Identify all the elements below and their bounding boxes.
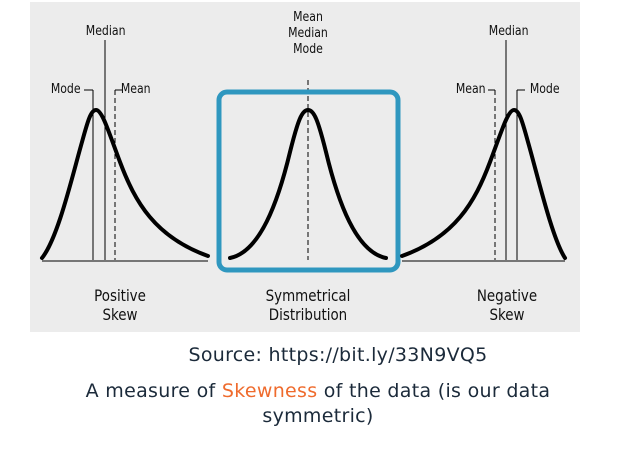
positive-median-label: Median (85, 24, 126, 39)
symmetrical-median-label: Median (288, 25, 328, 41)
symmetrical-highlight-box (216, 89, 401, 273)
positive-skew-caption: Positive Skew (86, 286, 153, 324)
symmetrical-caption-line2: Distribution (268, 305, 348, 325)
negative-mode-label: Mode (529, 82, 560, 97)
description-suffix: of the data (is our data symmetric) (262, 380, 551, 427)
negative-skew-curve (400, 107, 567, 260)
skewness-highlight: Skewness (221, 380, 318, 402)
symmetrical-mode-label: Mode (293, 41, 323, 57)
positive-caption-line2: Skew (102, 305, 138, 325)
positive-mode-label: Mode (50, 82, 81, 97)
description-prefix: A measure of (85, 380, 222, 402)
symmetrical-caption-line1: Symmetrical (265, 286, 351, 305)
negative-caption-line2: Skew (489, 305, 525, 325)
skewness-description: A measure of Skewness of the data (is ou… (48, 379, 588, 428)
positive-skew-curve (40, 107, 210, 260)
symmetrical-mean-label: Mean (293, 10, 323, 25)
positive-caption-line1: Positive (94, 286, 146, 305)
source-text: Source: https://bit.ly/33N9VQ5 (188, 344, 488, 366)
negative-skew-caption: Negative Skew (469, 286, 545, 324)
negative-caption-line1: Negative (476, 286, 538, 305)
distribution-curves-svg (40, 40, 567, 273)
positive-mean-label: Mean (120, 82, 151, 97)
symmetrical-labels: Mean Median Mode (283, 10, 333, 58)
symmetrical-curve (228, 107, 388, 260)
negative-median-label: Median (488, 24, 529, 39)
negative-mean-label: Mean (455, 82, 486, 97)
symmetrical-caption: Symmetrical Distribution (258, 286, 359, 324)
skewness-figure: Median Mode Mean Positive Skew Mean Medi… (30, 2, 580, 332)
